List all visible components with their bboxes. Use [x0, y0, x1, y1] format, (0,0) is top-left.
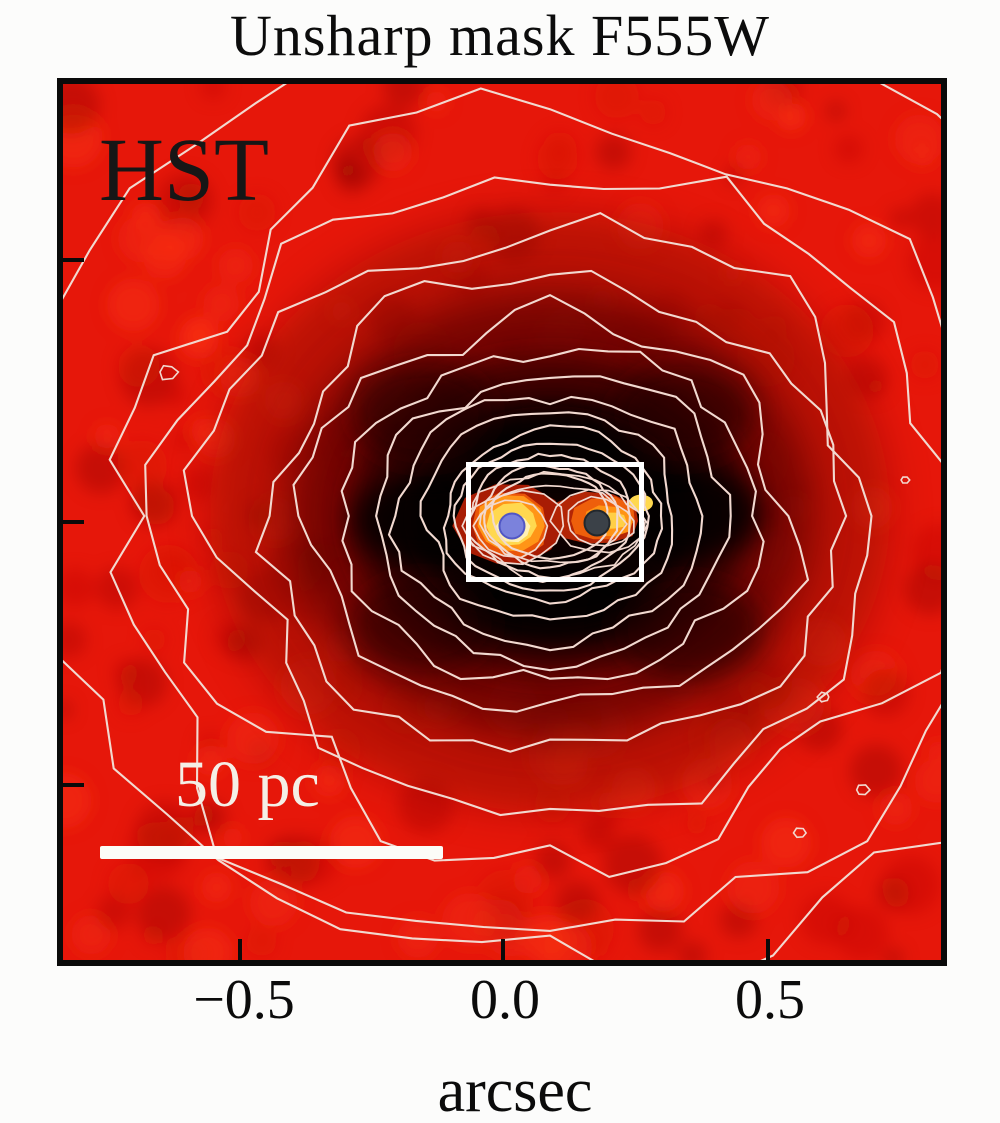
primary-nucleus-dot [498, 512, 526, 540]
nucleus-roi-box [466, 462, 644, 582]
y-axis-tick [63, 783, 84, 787]
y-axis-tick [63, 520, 84, 524]
secondary-nucleus-dot [583, 509, 611, 537]
x-axis-tick [766, 939, 770, 960]
x-tick-label: −0.5 [193, 969, 295, 1031]
dark-core-shading [210, 212, 890, 812]
x-tick-label: 0.5 [735, 969, 805, 1031]
scale-bar [100, 846, 443, 859]
y-axis-tick [63, 258, 84, 262]
isophote-contours [63, 84, 941, 960]
x-axis-tick [238, 939, 242, 960]
x-axis-tick [501, 939, 505, 960]
instrument-label: HST [99, 121, 270, 220]
x-axis-label: arcsec [437, 1057, 593, 1123]
scale-bar-label: 50 pc [175, 748, 320, 821]
hst-image-canvas [63, 84, 941, 960]
figure-title: Unsharp mask F555W [230, 3, 770, 68]
plot-area: HST 50 pc [57, 78, 947, 966]
x-tick-label: 0.0 [470, 969, 540, 1031]
